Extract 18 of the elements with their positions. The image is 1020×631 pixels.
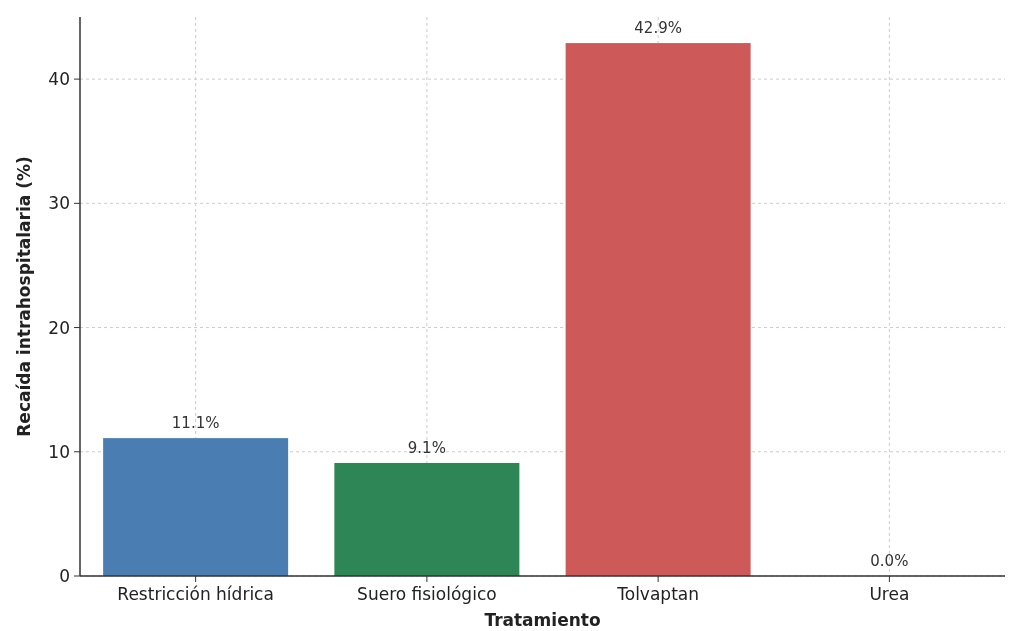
- x-tick-label: Tolvaptan: [616, 584, 699, 604]
- x-axis-title: Tratamiento: [484, 610, 601, 630]
- x-tick-label: Suero fisiológico: [357, 584, 497, 604]
- y-tick-label: 40: [48, 69, 70, 90]
- x-tick-label: Urea: [869, 584, 910, 604]
- data-label: 11.1%: [171, 414, 220, 433]
- data-label: 9.1%: [407, 438, 446, 457]
- bar: [334, 462, 520, 576]
- y-tick-label: 10: [48, 441, 70, 462]
- y-tick-label: 30: [48, 193, 70, 214]
- y-axis-title: Recaída intrahospitalaria (%): [14, 156, 34, 437]
- y-tick-label: 0: [59, 565, 70, 586]
- y-tick-label: 20: [48, 317, 70, 338]
- x-tick-label: Restricción hídrica: [117, 584, 274, 604]
- bar: [565, 43, 751, 576]
- data-label: 42.9%: [634, 19, 682, 38]
- bar: [103, 438, 289, 576]
- data-label: 0.0%: [870, 552, 909, 570]
